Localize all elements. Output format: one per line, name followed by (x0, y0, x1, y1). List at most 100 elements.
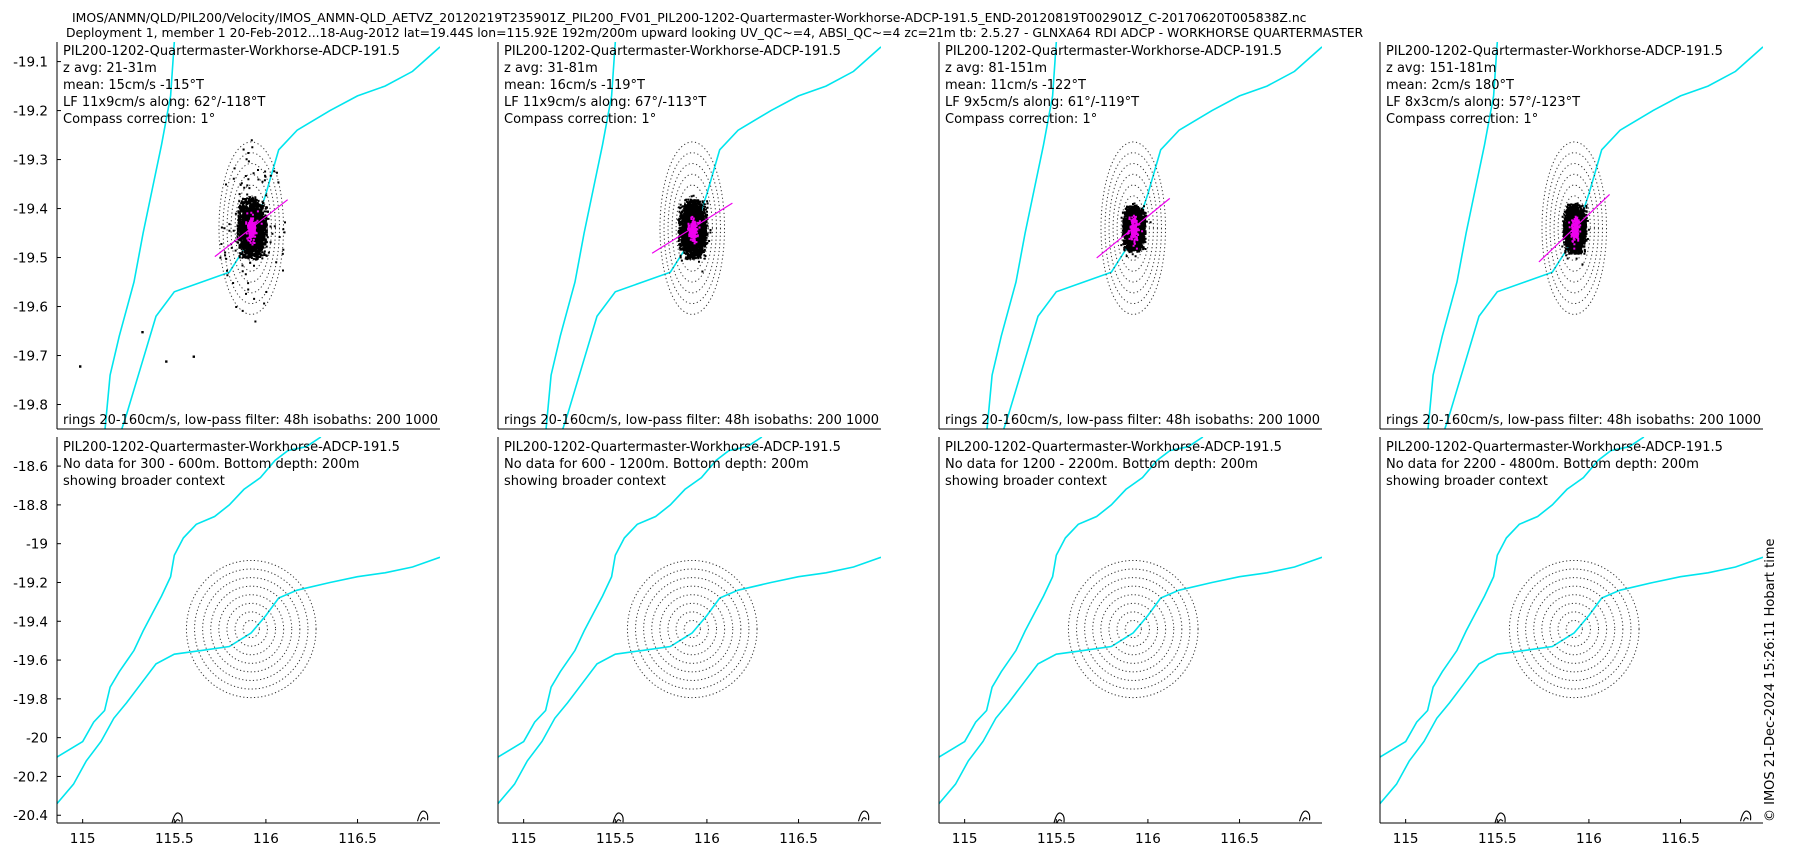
context-ring-5 (210, 585, 293, 673)
bottom-panel-annotation-3: showing broader context (945, 474, 1107, 489)
coastline-fragment (1739, 810, 1752, 822)
bottom-panel-4-plot (1380, 437, 1763, 823)
y-tick-label: -19.8 (13, 692, 48, 708)
velocity-ring-8 (1541, 141, 1608, 315)
top-panel-3-plot: rings 20-160cm/s, low-pass filter: 48h i… (945, 42, 1395, 429)
top-panel-annotation-3: mean: 15cm/s -115°T (63, 78, 204, 93)
principal-axis-line (214, 199, 289, 258)
y-tick-label: -19.2 (13, 104, 48, 120)
x-tick-label: 115.5 (596, 831, 635, 847)
y-tick-label: -19.4 (13, 202, 48, 218)
y-tick-label: -20.2 (13, 769, 48, 785)
coastline-fragment (612, 812, 624, 823)
context-ring-8 (1067, 559, 1199, 699)
isobath-1000m-line (57, 556, 440, 805)
context-ring-3 (1108, 602, 1159, 656)
principal-axis-line (1096, 197, 1171, 259)
coastline-fragment (171, 812, 183, 823)
context-ring-8 (626, 559, 758, 699)
velocity-ring-8 (218, 141, 285, 315)
y-tick-label: -19.6 (13, 653, 48, 669)
context-ring-6 (1525, 577, 1624, 681)
context-ring-6 (643, 577, 742, 681)
y-tick-label: -20.4 (13, 808, 48, 824)
low-pass-points (687, 215, 701, 245)
isobath-1000m-line (498, 556, 881, 805)
isobath-1000m-line (120, 46, 440, 429)
x-tick-label: 115.5 (1037, 831, 1076, 847)
top-panel-annotation-1: PIL200-1202-Quartermaster-Workhorse-ADCP… (1386, 44, 1723, 59)
isobath-200m-line (939, 437, 1204, 758)
context-ring-7 (635, 568, 750, 690)
low-pass-points (245, 210, 263, 246)
x-tick-label: 116.5 (1220, 831, 1259, 847)
bottom-panel-annotation-3: showing broader context (1386, 474, 1548, 489)
x-tick-label: 116.5 (779, 831, 818, 847)
context-ring-4 (659, 594, 726, 664)
top-panel-annotation-4: LF 11x9cm/s along: 62°/-118°T (63, 95, 265, 110)
bottom-panel-2-plot (498, 437, 881, 823)
x-tick-label: 115 (70, 831, 96, 847)
timestamp-stamp: © IMOS 21-Dec-2024 15:26:11 Hobart time (1763, 538, 1778, 822)
velocity-ring-7 (663, 152, 721, 305)
top-panel-annotation-4: LF 8x3cm/s along: 57°/-123°T (1386, 95, 1580, 110)
bottom-panel-annotation-1: PIL200-1202-Quartermaster-Workhorse-ADCP… (1386, 440, 1723, 455)
velocity-ring-6 (226, 162, 276, 294)
bottom-panel-annotation-1: PIL200-1202-Quartermaster-Workhorse-ADCP… (945, 440, 1282, 455)
velocity-ring-5 (230, 173, 272, 283)
coastline-fragment (857, 810, 870, 822)
top-panel-annotation-4: LF 9x5cm/s along: 61°/-119°T (945, 95, 1139, 110)
y-tick-label: -20 (26, 731, 48, 747)
bottom-panel-annotation-1: PIL200-1202-Quartermaster-Workhorse-ADCP… (504, 440, 841, 455)
context-ring-7 (194, 568, 309, 690)
velocity-ring-5 (1112, 173, 1154, 283)
bottom-panel-annotation-2: No data for 600 - 1200m. Bottom depth: 2… (504, 457, 809, 472)
velocity-scatter-points (79, 139, 286, 368)
velocity-ring-7 (1104, 152, 1162, 305)
context-ring-5 (651, 585, 734, 673)
isobath-1000m-line (561, 46, 881, 429)
top-panel-annotation-3: mean: 2cm/s 180°T (1386, 78, 1514, 93)
context-ring-3 (1549, 602, 1600, 656)
top-panel-annotation-5: Compass correction: 1° (945, 112, 1097, 127)
x-tick-label: 116.5 (1661, 831, 1700, 847)
velocity-ring-5 (671, 173, 713, 283)
isobath-200m-line (986, 42, 1058, 429)
rings-label: rings 20-160cm/s, low-pass filter: 48h i… (504, 413, 954, 428)
top-panel-annotation-5: Compass correction: 1° (504, 112, 656, 127)
context-ring-8 (1508, 559, 1640, 699)
bottom-panel-annotation-2: No data for 300 - 600m. Bottom depth: 20… (63, 457, 359, 472)
context-ring-1 (1124, 619, 1142, 639)
x-tick-label: 116.5 (338, 831, 377, 847)
top-panel-annotation-5: Compass correction: 1° (63, 112, 215, 127)
rings-label: rings 20-160cm/s, low-pass filter: 48h i… (945, 413, 1395, 428)
bottom-panel-annotation-1: PIL200-1202-Quartermaster-Workhorse-ADCP… (63, 440, 400, 455)
x-tick-label: 115 (952, 831, 978, 847)
x-tick-label: 116 (1576, 831, 1602, 847)
top-panel-annotation-1: PIL200-1202-Quartermaster-Workhorse-ADCP… (504, 44, 841, 59)
context-ring-6 (202, 577, 301, 681)
rings-label: rings 20-160cm/s, low-pass filter: 48h i… (63, 413, 513, 428)
velocity-ring-8 (659, 141, 726, 315)
y-tick-label: -19.7 (13, 349, 48, 365)
top-panel-annotation-2: z avg: 81-151m (945, 61, 1047, 76)
velocity-ring-6 (1549, 162, 1599, 294)
x-tick-label: 116 (253, 831, 279, 847)
x-tick-label: 115 (511, 831, 537, 847)
top-panel-annotation-2: z avg: 21-31m (63, 61, 157, 76)
x-tick-label: 116 (1135, 831, 1161, 847)
context-ring-4 (1100, 594, 1167, 664)
velocity-ring-6 (667, 162, 717, 294)
isobath-1000m-line (1380, 556, 1763, 805)
rings-label: rings 20-160cm/s, low-pass filter: 48h i… (1386, 413, 1800, 428)
isobath-1000m-line (1002, 46, 1322, 429)
y-tick-label: -19.4 (13, 614, 48, 630)
top-panel-annotation-2: z avg: 151-181m (1386, 61, 1496, 76)
isobath-200m-line (498, 437, 763, 758)
context-ring-8 (185, 559, 317, 699)
context-ring-7 (1517, 568, 1632, 690)
file-path-title: IMOS/ANMN/QLD/PIL200/Velocity/IMOS_ANMN-… (72, 10, 1307, 25)
scatter-dots (79, 139, 286, 368)
isobath-200m-line (545, 42, 617, 429)
context-ring-1 (242, 619, 260, 639)
